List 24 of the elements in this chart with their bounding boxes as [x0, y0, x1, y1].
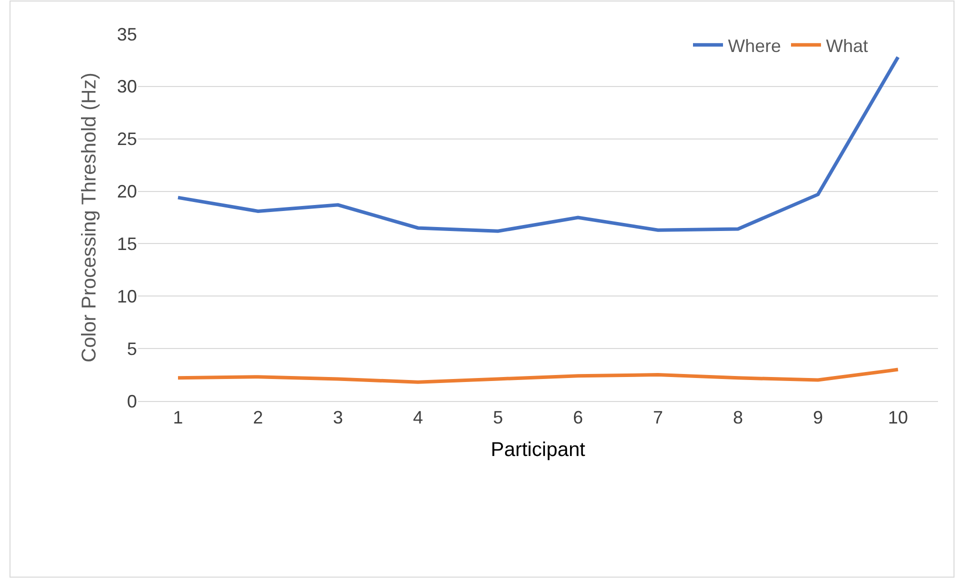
- x-tick-label: 1: [172, 408, 184, 428]
- x-tick-label: 10: [888, 408, 908, 428]
- x-tick-label: 7: [652, 408, 664, 428]
- y-tick-label: 30: [116, 76, 137, 97]
- y-tick-label: 0: [126, 391, 137, 412]
- y-tick-label: 15: [116, 234, 137, 254]
- x-axis-title: Participant: [490, 439, 586, 462]
- y-tick-label: 25: [116, 129, 137, 150]
- x-tick-label: 2: [252, 408, 264, 428]
- x-tick-label: 9: [812, 408, 824, 428]
- legend-label: Where: [728, 36, 782, 56]
- line-series: [176, 368, 900, 384]
- y-tick-label: 10: [116, 286, 137, 306]
- y-tick-label: 20: [116, 182, 137, 202]
- y-tick-label: 35: [116, 24, 137, 44]
- legend-label: What: [826, 36, 868, 56]
- x-tick-label: 5: [492, 408, 504, 428]
- y-tick-label: 5: [126, 338, 137, 359]
- x-tick-label: 6: [572, 408, 584, 428]
- y-axis-title: Color Processing Threshold (Hz): [78, 72, 100, 362]
- x-tick-label: 4: [412, 408, 424, 428]
- x-tick-label: 8: [732, 408, 744, 428]
- line-series: [176, 55, 900, 233]
- x-tick-label: 3: [332, 408, 344, 428]
